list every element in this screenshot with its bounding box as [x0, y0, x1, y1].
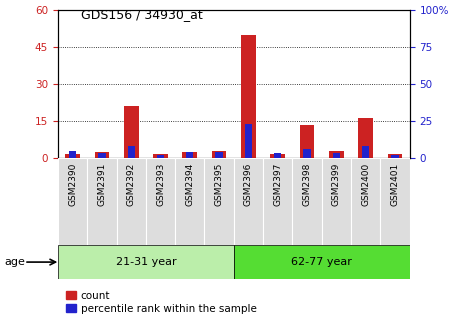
Text: GSM2400: GSM2400: [361, 162, 370, 206]
Text: GSM2392: GSM2392: [127, 162, 136, 206]
Bar: [182, 152, 197, 158]
Bar: [212, 151, 226, 158]
Bar: [351, 158, 381, 245]
Text: 21-31 year: 21-31 year: [116, 257, 176, 267]
Bar: [234, 158, 263, 245]
Bar: [241, 35, 256, 158]
Bar: [157, 155, 164, 158]
Text: 62-77 year: 62-77 year: [291, 257, 352, 267]
Legend: count, percentile rank within the sample: count, percentile rank within the sample: [63, 288, 260, 317]
Bar: [117, 158, 146, 245]
Bar: [381, 158, 410, 245]
Bar: [270, 154, 285, 158]
Bar: [358, 119, 373, 158]
Bar: [153, 154, 168, 158]
Bar: [300, 125, 314, 158]
Bar: [58, 245, 234, 279]
Text: GSM2391: GSM2391: [97, 162, 106, 206]
Bar: [388, 154, 402, 158]
Bar: [293, 158, 322, 245]
Text: age: age: [5, 257, 25, 267]
Bar: [362, 146, 369, 158]
Text: GSM2397: GSM2397: [273, 162, 282, 206]
Bar: [146, 158, 175, 245]
Text: GSM2398: GSM2398: [303, 162, 312, 206]
Bar: [124, 106, 138, 158]
Bar: [98, 154, 106, 158]
Bar: [186, 152, 194, 158]
Bar: [329, 151, 344, 158]
Text: GSM2396: GSM2396: [244, 162, 253, 206]
Text: GSM2395: GSM2395: [215, 162, 224, 206]
Bar: [94, 152, 109, 158]
Bar: [58, 158, 87, 245]
Text: GSM2393: GSM2393: [156, 162, 165, 206]
Bar: [245, 124, 252, 158]
Bar: [87, 158, 117, 245]
Text: GSM2399: GSM2399: [332, 162, 341, 206]
Bar: [69, 151, 76, 158]
Bar: [205, 158, 234, 245]
Bar: [322, 158, 351, 245]
Text: GSM2394: GSM2394: [185, 162, 194, 206]
Text: GSM2401: GSM2401: [391, 162, 400, 206]
Bar: [234, 245, 410, 279]
Bar: [175, 158, 205, 245]
Bar: [215, 152, 223, 158]
Bar: [391, 155, 399, 158]
Text: GSM2390: GSM2390: [68, 162, 77, 206]
Text: GDS156 / 34930_at: GDS156 / 34930_at: [81, 8, 203, 22]
Bar: [333, 154, 340, 158]
Bar: [263, 158, 293, 245]
Bar: [274, 154, 282, 158]
Bar: [65, 154, 80, 158]
Bar: [303, 149, 311, 158]
Bar: [127, 146, 135, 158]
